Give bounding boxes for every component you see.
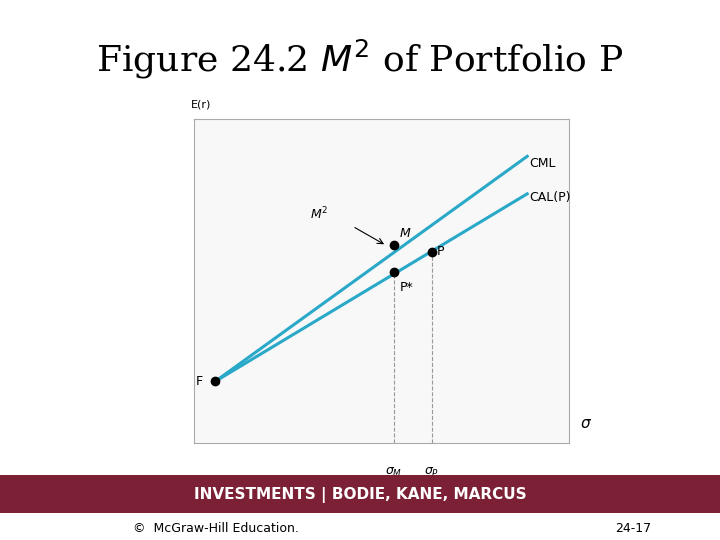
Text: $\mathit{M}^2$: $\mathit{M}^2$	[310, 206, 328, 222]
Text: Figure 24.2 $\mathit{M}^2$ of Portfolio P: Figure 24.2 $\mathit{M}^2$ of Portfolio …	[96, 38, 624, 81]
Text: F: F	[196, 375, 203, 388]
Text: ©  McGraw-Hill Education.: © McGraw-Hill Education.	[133, 522, 299, 535]
Text: CML: CML	[529, 157, 556, 170]
Text: $\sigma_M$: $\sigma_M$	[385, 465, 402, 478]
Text: 24-17: 24-17	[616, 522, 652, 535]
Text: E(r): E(r)	[191, 99, 211, 109]
Text: M: M	[400, 227, 410, 240]
Text: $\sigma$: $\sigma$	[580, 416, 592, 431]
Text: P: P	[437, 245, 444, 258]
Bar	[0, 475, 720, 513]
Text: CAL(P): CAL(P)	[529, 191, 571, 204]
Text: P*: P*	[400, 281, 413, 294]
Text: $\sigma_P$: $\sigma_P$	[424, 465, 439, 478]
Text: INVESTMENTS | BODIE, KANE, MARCUS: INVESTMENTS | BODIE, KANE, MARCUS	[194, 487, 526, 503]
